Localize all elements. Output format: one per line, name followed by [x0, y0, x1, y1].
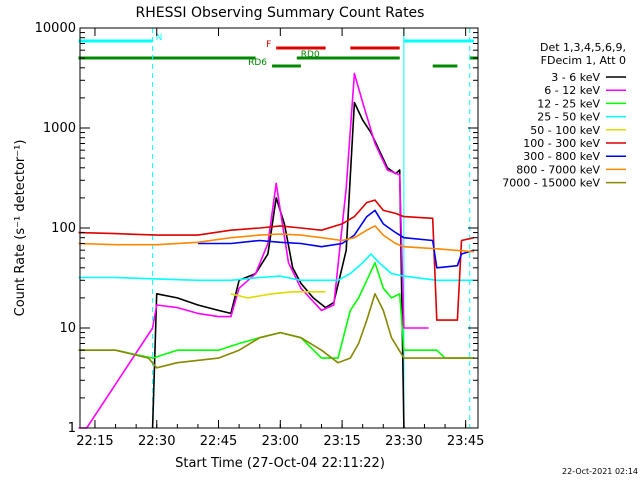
x-tick-label-3: 23:00 — [262, 434, 299, 449]
series-line-1 — [78, 72, 429, 429]
legend-label-2: 12 - 25 keV — [537, 97, 600, 110]
y-tick-label-1: 10 — [59, 321, 76, 336]
legend-label-7: 800 - 7000 keV — [516, 163, 600, 176]
x-tick-label-1: 22:30 — [138, 434, 175, 449]
series-line-0 — [151, 101, 405, 429]
x-tick-label-0: 22:15 — [76, 434, 113, 449]
chart-title: RHESSI Observing Summary Count Rates — [136, 5, 425, 21]
series-line-8 — [78, 292, 474, 369]
legend-label-1: 6 - 12 keV — [544, 84, 600, 97]
x-tick-label-5: 23:30 — [385, 434, 422, 449]
x-tick-label-4: 23:15 — [323, 434, 360, 449]
y-tick-label-2: 100 — [51, 221, 76, 236]
series-line-3 — [78, 253, 474, 282]
flag-label-rd0: RD0 — [301, 50, 320, 60]
y-axis-label: Count Rate (s⁻¹ detector⁻¹) — [13, 140, 28, 317]
flag-label-f: F — [266, 40, 271, 50]
legend-label-8: 7000 - 15000 keV — [502, 177, 600, 190]
legend-label-3: 25 - 50 keV — [537, 111, 600, 124]
legend-header-1: Det 1,3,4,5,6,9, — [540, 41, 626, 54]
y-tick-label-4: 10000 — [35, 21, 76, 36]
x-tick-label-6: 23:45 — [447, 434, 484, 449]
y-tick-label-3: 1000 — [43, 121, 76, 136]
flag-label-rd6: RD6 — [248, 58, 267, 68]
legend-label-6: 300 - 800 keV — [523, 150, 600, 163]
y-axis-ticks: 1 10 100 1000 10000 — [35, 21, 478, 436]
series-line-2 — [78, 261, 474, 359]
series-line-7 — [78, 225, 474, 253]
legend-header-2: FDecim 1, Att 0 — [541, 54, 626, 67]
series-line-6 — [197, 209, 475, 269]
legend-label-4: 50 - 100 keV — [530, 124, 600, 137]
series-line-5 — [78, 199, 475, 321]
flag-label-n: N — [156, 33, 163, 43]
x-axis-ticks: 22:15 22:30 22:45 23:00 23:15 23:30 23:45 — [76, 28, 484, 449]
legend: Det 1,3,4,5,6,9, FDecim 1, Att 0 3 - 6 k… — [502, 41, 626, 190]
series-group — [78, 72, 475, 429]
series-line-4 — [230, 290, 326, 299]
footer-date: 22-Oct-2021 02:14 — [562, 467, 638, 476]
legend-label-5: 100 - 300 keV — [523, 137, 600, 150]
legend-label-0: 3 - 6 keV — [551, 71, 600, 84]
flag-bars: N F RD0 RD6 — [78, 33, 478, 68]
y-tick-label-0: 1 — [68, 421, 76, 436]
x-tick-label-2: 22:45 — [200, 434, 237, 449]
x-axis-label: Start Time (27-Oct-04 22:11:22) — [175, 456, 385, 471]
